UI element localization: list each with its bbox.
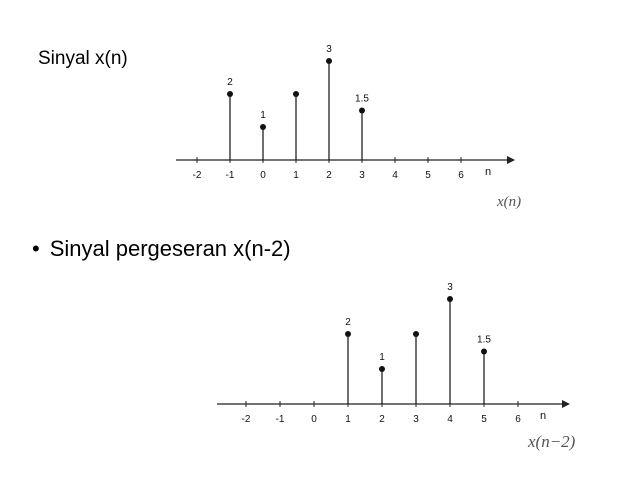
x-axis-label: n [540,410,546,422]
x-tick-label: 1 [345,414,351,425]
value-label: 2 [345,317,351,328]
x-tick-label: 5 [481,414,487,425]
stem-point [379,366,385,372]
x-axis-arrow [562,400,570,408]
stem-point [447,296,453,302]
value-label: 1.5 [477,335,491,346]
stem-point [481,349,487,355]
x-tick-label: 6 [515,414,521,425]
x-tick-label: 3 [413,414,419,425]
x-tick-label: 0 [311,414,317,425]
stem-point [345,331,351,337]
stem-point [413,331,419,337]
x-tick-label: -1 [276,414,285,425]
x-tick-label: 2 [379,414,385,425]
x-tick-label: -2 [242,414,251,425]
value-label: 1 [379,352,385,363]
value-label: 3 [447,282,453,293]
x-tick-label: 4 [447,414,453,425]
chart-caption: x(n−2) [527,432,576,451]
